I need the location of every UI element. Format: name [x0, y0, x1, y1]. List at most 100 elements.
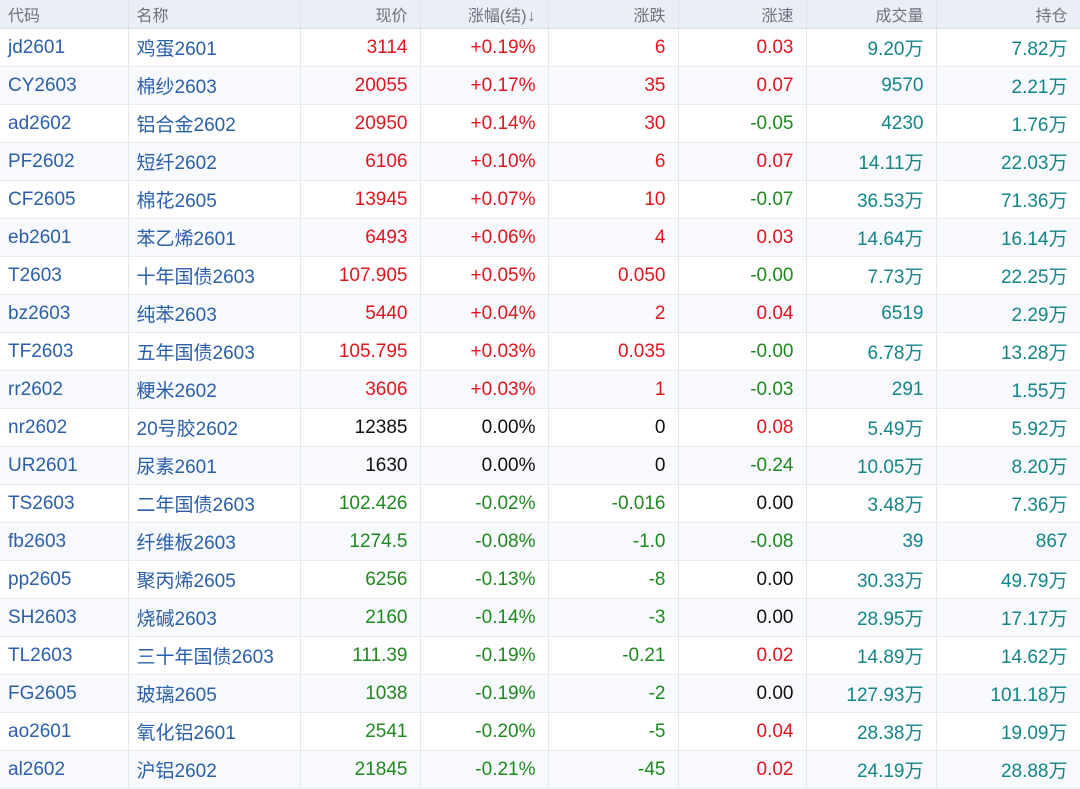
table-row[interactable]: fb2603 纤维板2603 1274.5 -0.08% -1.0 -0.08 39 867: [0, 522, 1080, 561]
cell-code: ad2602: [0, 104, 129, 143]
column-header-name[interactable]: 名称: [128, 0, 301, 29]
cell-open-interest: 1.55万: [936, 370, 1080, 409]
cell-name: 苯乙烯2601: [128, 218, 301, 257]
cell-speed: -0.24: [678, 446, 807, 485]
cell-speed: 0.08: [678, 408, 807, 447]
column-header-change-pct[interactable]: 涨幅(结)↓: [420, 0, 549, 29]
cell-change: 0: [548, 408, 679, 447]
table-row[interactable]: ad2602 铝合金2602 20950 +0.14% 30 -0.05 4230 1.76万: [0, 104, 1080, 143]
cell-open-interest: 2.21万: [936, 66, 1080, 105]
cell-code: rr2602: [0, 370, 129, 409]
column-header-price[interactable]: 现价: [300, 0, 421, 29]
cell-price: 1274.5: [300, 522, 421, 561]
cell-code: ao2601: [0, 712, 129, 751]
cell-volume: 14.11万: [806, 142, 937, 181]
cell-open-interest: 8.20万: [936, 446, 1080, 485]
cell-volume: 5.49万: [806, 408, 937, 447]
cell-volume: 291: [806, 370, 937, 409]
cell-change: 6: [548, 142, 679, 181]
cell-speed: -0.00: [678, 332, 807, 371]
column-header-speed[interactable]: 涨速: [678, 0, 807, 29]
cell-speed: 0.03: [678, 218, 807, 257]
cell-code: nr2602: [0, 408, 129, 447]
table-row[interactable]: TS2603 二年国债2603 102.426 -0.02% -0.016 0.00 3.4…: [0, 484, 1080, 523]
cell-code: PF2602: [0, 142, 129, 181]
header-label: 涨速: [761, 8, 794, 25]
table-row[interactable]: nr2602 20号胶2602 12385 0.00% 0 0.08 5.49万 5.92万: [0, 408, 1080, 447]
table-row[interactable]: TL2603 三十年国债2603 111.39 -0.19% -0.21 0.02 14.8…: [0, 636, 1080, 675]
cell-change: -8: [548, 560, 679, 599]
cell-name: 聚丙烯2605: [128, 560, 301, 599]
cell-change: 0.035: [548, 332, 679, 371]
cell-price: 3606: [300, 370, 421, 409]
cell-speed: 0.00: [678, 484, 807, 523]
table-row[interactable]: T2603 十年国债2603 107.905 +0.05% 0.050 -0.00 7.73…: [0, 256, 1080, 295]
cell-volume: 7.73万: [806, 256, 937, 295]
table-row[interactable]: FG2605 玻璃2605 1038 -0.19% -2 0.00 127.93万 101.1…: [0, 674, 1080, 713]
cell-change-pct: +0.17%: [420, 66, 549, 105]
cell-open-interest: 14.62万: [936, 636, 1080, 675]
sort-descending-icon: ↓: [527, 8, 536, 25]
cell-change-pct: -0.20%: [420, 712, 549, 751]
cell-change-pct: -0.13%: [420, 560, 549, 599]
cell-change-pct: +0.10%: [420, 142, 549, 181]
cell-price: 5440: [300, 294, 421, 333]
cell-name: 二年国债2603: [128, 484, 301, 523]
cell-name: 纯苯2603: [128, 294, 301, 333]
column-header-open-interest[interactable]: 持仓: [936, 0, 1080, 29]
cell-change: -5: [548, 712, 679, 751]
cell-change-pct: 0.00%: [420, 408, 549, 447]
cell-change-pct: +0.19%: [420, 28, 549, 67]
cell-volume: 28.38万: [806, 712, 937, 751]
cell-speed: 0.07: [678, 66, 807, 105]
table-row[interactable]: bz2603 纯苯2603 5440 +0.04% 2 0.04 6519 2.29万: [0, 294, 1080, 333]
header-label: 成交量: [875, 8, 924, 25]
column-header-volume[interactable]: 成交量: [806, 0, 937, 29]
cell-volume: 14.64万: [806, 218, 937, 257]
table-row[interactable]: UR2601 尿素2601 1630 0.00% 0 -0.24 10.05万 8.20万: [0, 446, 1080, 485]
table-row[interactable]: CF2605 棉花2605 13945 +0.07% 10 -0.07 36.53万 71.3…: [0, 180, 1080, 219]
cell-price: 111.39: [300, 636, 421, 675]
cell-open-interest: 13.28万: [936, 332, 1080, 371]
cell-change: 4: [548, 218, 679, 257]
cell-code: eb2601: [0, 218, 129, 257]
cell-change-pct: +0.07%: [420, 180, 549, 219]
cell-price: 2541: [300, 712, 421, 751]
table-header-row: 代码 名称 现价 涨幅(结)↓ 涨跌 涨速 成交量 持仓: [0, 0, 1080, 29]
table-row[interactable]: jd2601 鸡蛋2601 3114 +0.19% 6 0.03 9.20万 7.82万: [0, 28, 1080, 67]
cell-change-pct: 0.00%: [420, 446, 549, 485]
cell-change-pct: +0.04%: [420, 294, 549, 333]
cell-change: -3: [548, 598, 679, 637]
cell-name: 十年国债2603: [128, 256, 301, 295]
table-row[interactable]: TF2603 五年国债2603 105.795 +0.03% 0.035 -0.00 6.7…: [0, 332, 1080, 371]
cell-volume: 4230: [806, 104, 937, 143]
table-row[interactable]: eb2601 苯乙烯2601 6493 +0.06% 4 0.03 14.64万 16.14万: [0, 218, 1080, 257]
cell-speed: 0.03: [678, 28, 807, 67]
cell-volume: 6519: [806, 294, 937, 333]
table-row[interactable]: CY2603 棉纱2603 20055 +0.17% 35 0.07 9570 2.21万: [0, 66, 1080, 105]
table-row[interactable]: ao2601 氧化铝2601 2541 -0.20% -5 0.04 28.38万 19.09…: [0, 712, 1080, 751]
cell-code: TS2603: [0, 484, 129, 523]
cell-change-pct: +0.03%: [420, 332, 549, 371]
cell-open-interest: 19.09万: [936, 712, 1080, 751]
cell-change-pct: -0.19%: [420, 674, 549, 713]
cell-code: T2603: [0, 256, 129, 295]
table-row[interactable]: rr2602 粳米2602 3606 +0.03% 1 -0.03 291 1.55万: [0, 370, 1080, 409]
column-header-change[interactable]: 涨跌: [548, 0, 679, 29]
cell-open-interest: 22.25万: [936, 256, 1080, 295]
cell-open-interest: 49.79万: [936, 560, 1080, 599]
cell-volume: 10.05万: [806, 446, 937, 485]
cell-open-interest: 7.36万: [936, 484, 1080, 523]
cell-price: 1038: [300, 674, 421, 713]
cell-code: SH2603: [0, 598, 129, 637]
column-header-code[interactable]: 代码: [0, 0, 129, 29]
cell-price: 6256: [300, 560, 421, 599]
table-row[interactable]: pp2605 聚丙烯2605 6256 -0.13% -8 0.00 30.33万 49.79…: [0, 560, 1080, 599]
table-row[interactable]: SH2603 烧碱2603 2160 -0.14% -3 0.00 28.95万 17.17万: [0, 598, 1080, 637]
cell-code: FG2605: [0, 674, 129, 713]
cell-code: TL2603: [0, 636, 129, 675]
cell-code: jd2601: [0, 28, 129, 67]
cell-speed: -0.08: [678, 522, 807, 561]
table-row[interactable]: PF2602 短纤2602 6106 +0.10% 6 0.07 14.11万 22.03万: [0, 142, 1080, 181]
